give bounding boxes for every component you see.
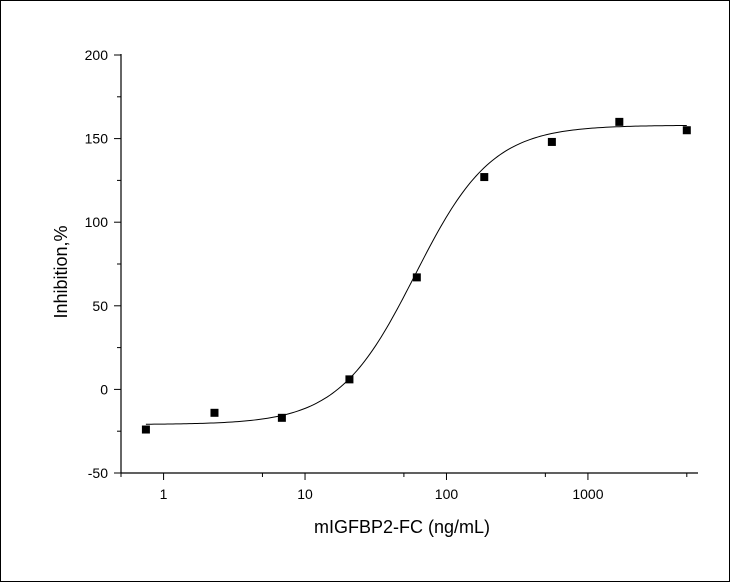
y-tick-label: 100 (85, 214, 109, 230)
x-axis-title: mIGFBP2-FC (ng/mL) (314, 517, 490, 537)
data-point (277, 413, 286, 422)
y-tick-label: 0 (100, 381, 108, 397)
y-tick-label: -50 (88, 465, 108, 481)
data-point (412, 273, 421, 282)
data-points (141, 117, 691, 434)
data-point (480, 173, 489, 182)
data-point (141, 425, 150, 434)
x-tick-label: 1 (160, 486, 168, 502)
data-point (345, 375, 354, 384)
fit-curve (145, 124, 687, 425)
axes (114, 54, 698, 480)
data-point (682, 126, 691, 135)
data-point (210, 408, 219, 417)
x-tick-label: 10 (297, 486, 313, 502)
data-point (615, 117, 624, 126)
y-tick-label: 150 (85, 131, 109, 147)
y-tick-label: 50 (92, 298, 108, 314)
data-point (547, 137, 556, 146)
tick-labels: -50 0 50 100 150 200 1 10 100 1000 (85, 47, 604, 502)
y-axis-title: Inhibition,% (51, 225, 71, 318)
y-tick-label: 200 (85, 47, 109, 63)
x-tick-label: 1000 (572, 486, 603, 502)
x-tick-label: 100 (435, 486, 459, 502)
